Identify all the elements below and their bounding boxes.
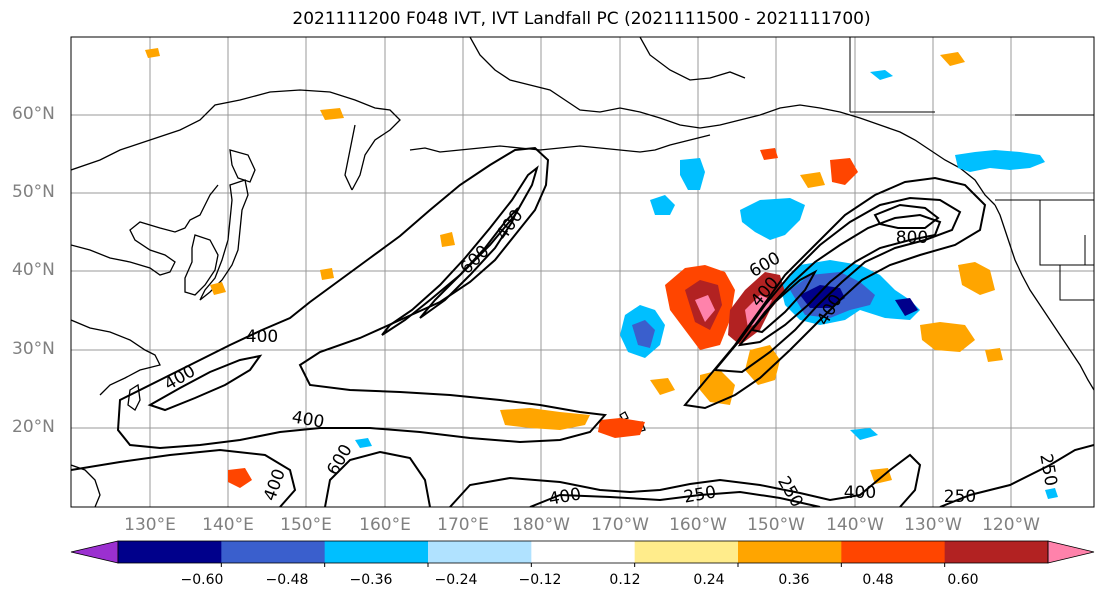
lon-label-130w: 130°W [904,515,962,535]
lon-label-150w: 150°W [747,515,805,535]
lon-label-150e: 150°E [280,515,332,535]
colorbar-tick-label: −0.24 [434,572,478,588]
colorbar-extend-min [70,540,119,564]
contour-label: 800 [895,228,929,248]
coastlines [71,37,1094,507]
colorbar-segment [841,541,946,563]
lon-label-140w: 140°W [826,515,884,535]
colorbar-tick-label: −0.36 [349,572,393,588]
lat-label-30n: 30°N [12,339,55,359]
map-title: 2021111200 F048 IVT, IVT Landfall PC (20… [292,9,871,29]
colorbar-segment [324,541,429,563]
colorbar-segment [634,541,739,563]
colorbar-tick-label: 0.12 [609,572,641,588]
colorbar-tick-label: −0.12 [518,572,562,588]
lon-label-160w: 160°W [669,515,727,535]
lon-label-120w: 120°W [982,515,1040,535]
colorbar-segment [221,541,326,563]
lat-label-60n: 60°N [12,104,55,124]
colorbar-tick-label: −0.60 [180,572,224,588]
positive-pc-shading [145,48,1003,488]
colorbar-segment [118,541,222,563]
colorbar-segment [531,541,636,563]
colorbar-tick-label: 0.24 [693,572,725,588]
colorbar-extend-max [1047,540,1095,564]
lat-label-40n: 40°N [12,260,55,280]
ivt-contours [71,146,1094,507]
lon-label-130e: 130°E [124,515,176,535]
lon-label-170e: 170°E [437,515,489,535]
political-borders [849,37,1094,301]
contour-label: 400 [843,483,877,503]
map-frame [70,36,1095,508]
colorbar-segment [428,541,532,563]
lon-label-140e: 140°E [202,515,254,535]
colorbar [70,540,1095,567]
lon-label-160e: 160°E [359,515,411,535]
lat-label-50n: 50°N [12,182,55,202]
contour-label: 250 [943,487,977,507]
colorbar-tick-label: 0.48 [862,572,894,588]
colorbar-segment [944,541,1049,563]
lon-label-180w: 180°W [512,515,570,535]
contour-label: 400 [245,327,279,347]
colorbar-tick-label: 0.60 [947,572,979,588]
lat-label-20n: 20°N [12,417,55,437]
colorbar-tick-label: 0.36 [778,572,810,588]
graticule [71,37,1094,507]
lon-label-170w: 170°W [591,515,649,535]
colorbar-tick-label: −0.48 [265,572,309,588]
colorbar-segment [738,541,842,563]
